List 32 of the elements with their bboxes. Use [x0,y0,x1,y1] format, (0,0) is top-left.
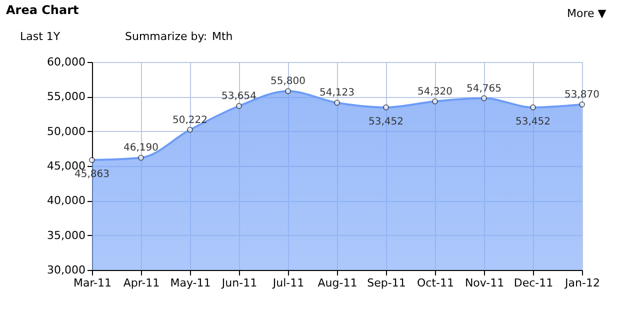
data-label: 54,123 [320,88,354,99]
data-label: 50,222 [172,114,208,126]
x-tick-label: Jul-11 [272,276,304,290]
text: Mth [212,30,233,43]
data-label: 53,452 [368,116,404,128]
text: More ▼ [567,7,607,20]
y-tick-label: 50,000 [47,124,86,138]
data-label: 54,765 [466,83,502,94]
data-label: 54,320 [418,86,452,98]
chart-title: Area Chart [6,3,79,17]
x-tick-label: Jan-12 [564,276,600,290]
x-tick-label: May-11 [170,276,211,290]
x-tick-label: Sep-11 [367,276,406,290]
x-tick-label: Oct-11 [417,276,454,290]
data-label: 53,870 [564,90,600,100]
x-tick-label: Mar-11 [73,276,112,290]
x-tick-label: Dec-11 [514,276,554,290]
y-tick-label: 55,000 [47,90,86,104]
y-tick-label: 60,000 [47,56,86,68]
y-tick-label: 30,000 [47,264,86,276]
x-tick-label: Nov-11 [464,276,504,290]
data-label: 46,190 [124,142,158,154]
y-tick-label: 40,000 [47,194,86,208]
y-tick-label: 35,000 [47,228,86,242]
text: Last 1Y [20,30,60,43]
data-label: 55,800 [270,76,306,88]
x-tick-label: Jun-11 [220,276,258,290]
data-label: 53,452 [516,116,550,128]
data-label: 53,654 [222,91,256,102]
text: Summarize by: [125,30,208,43]
x-tick-label: Aug-11 [318,276,358,290]
x-tick-label: Apr-11 [123,276,160,290]
